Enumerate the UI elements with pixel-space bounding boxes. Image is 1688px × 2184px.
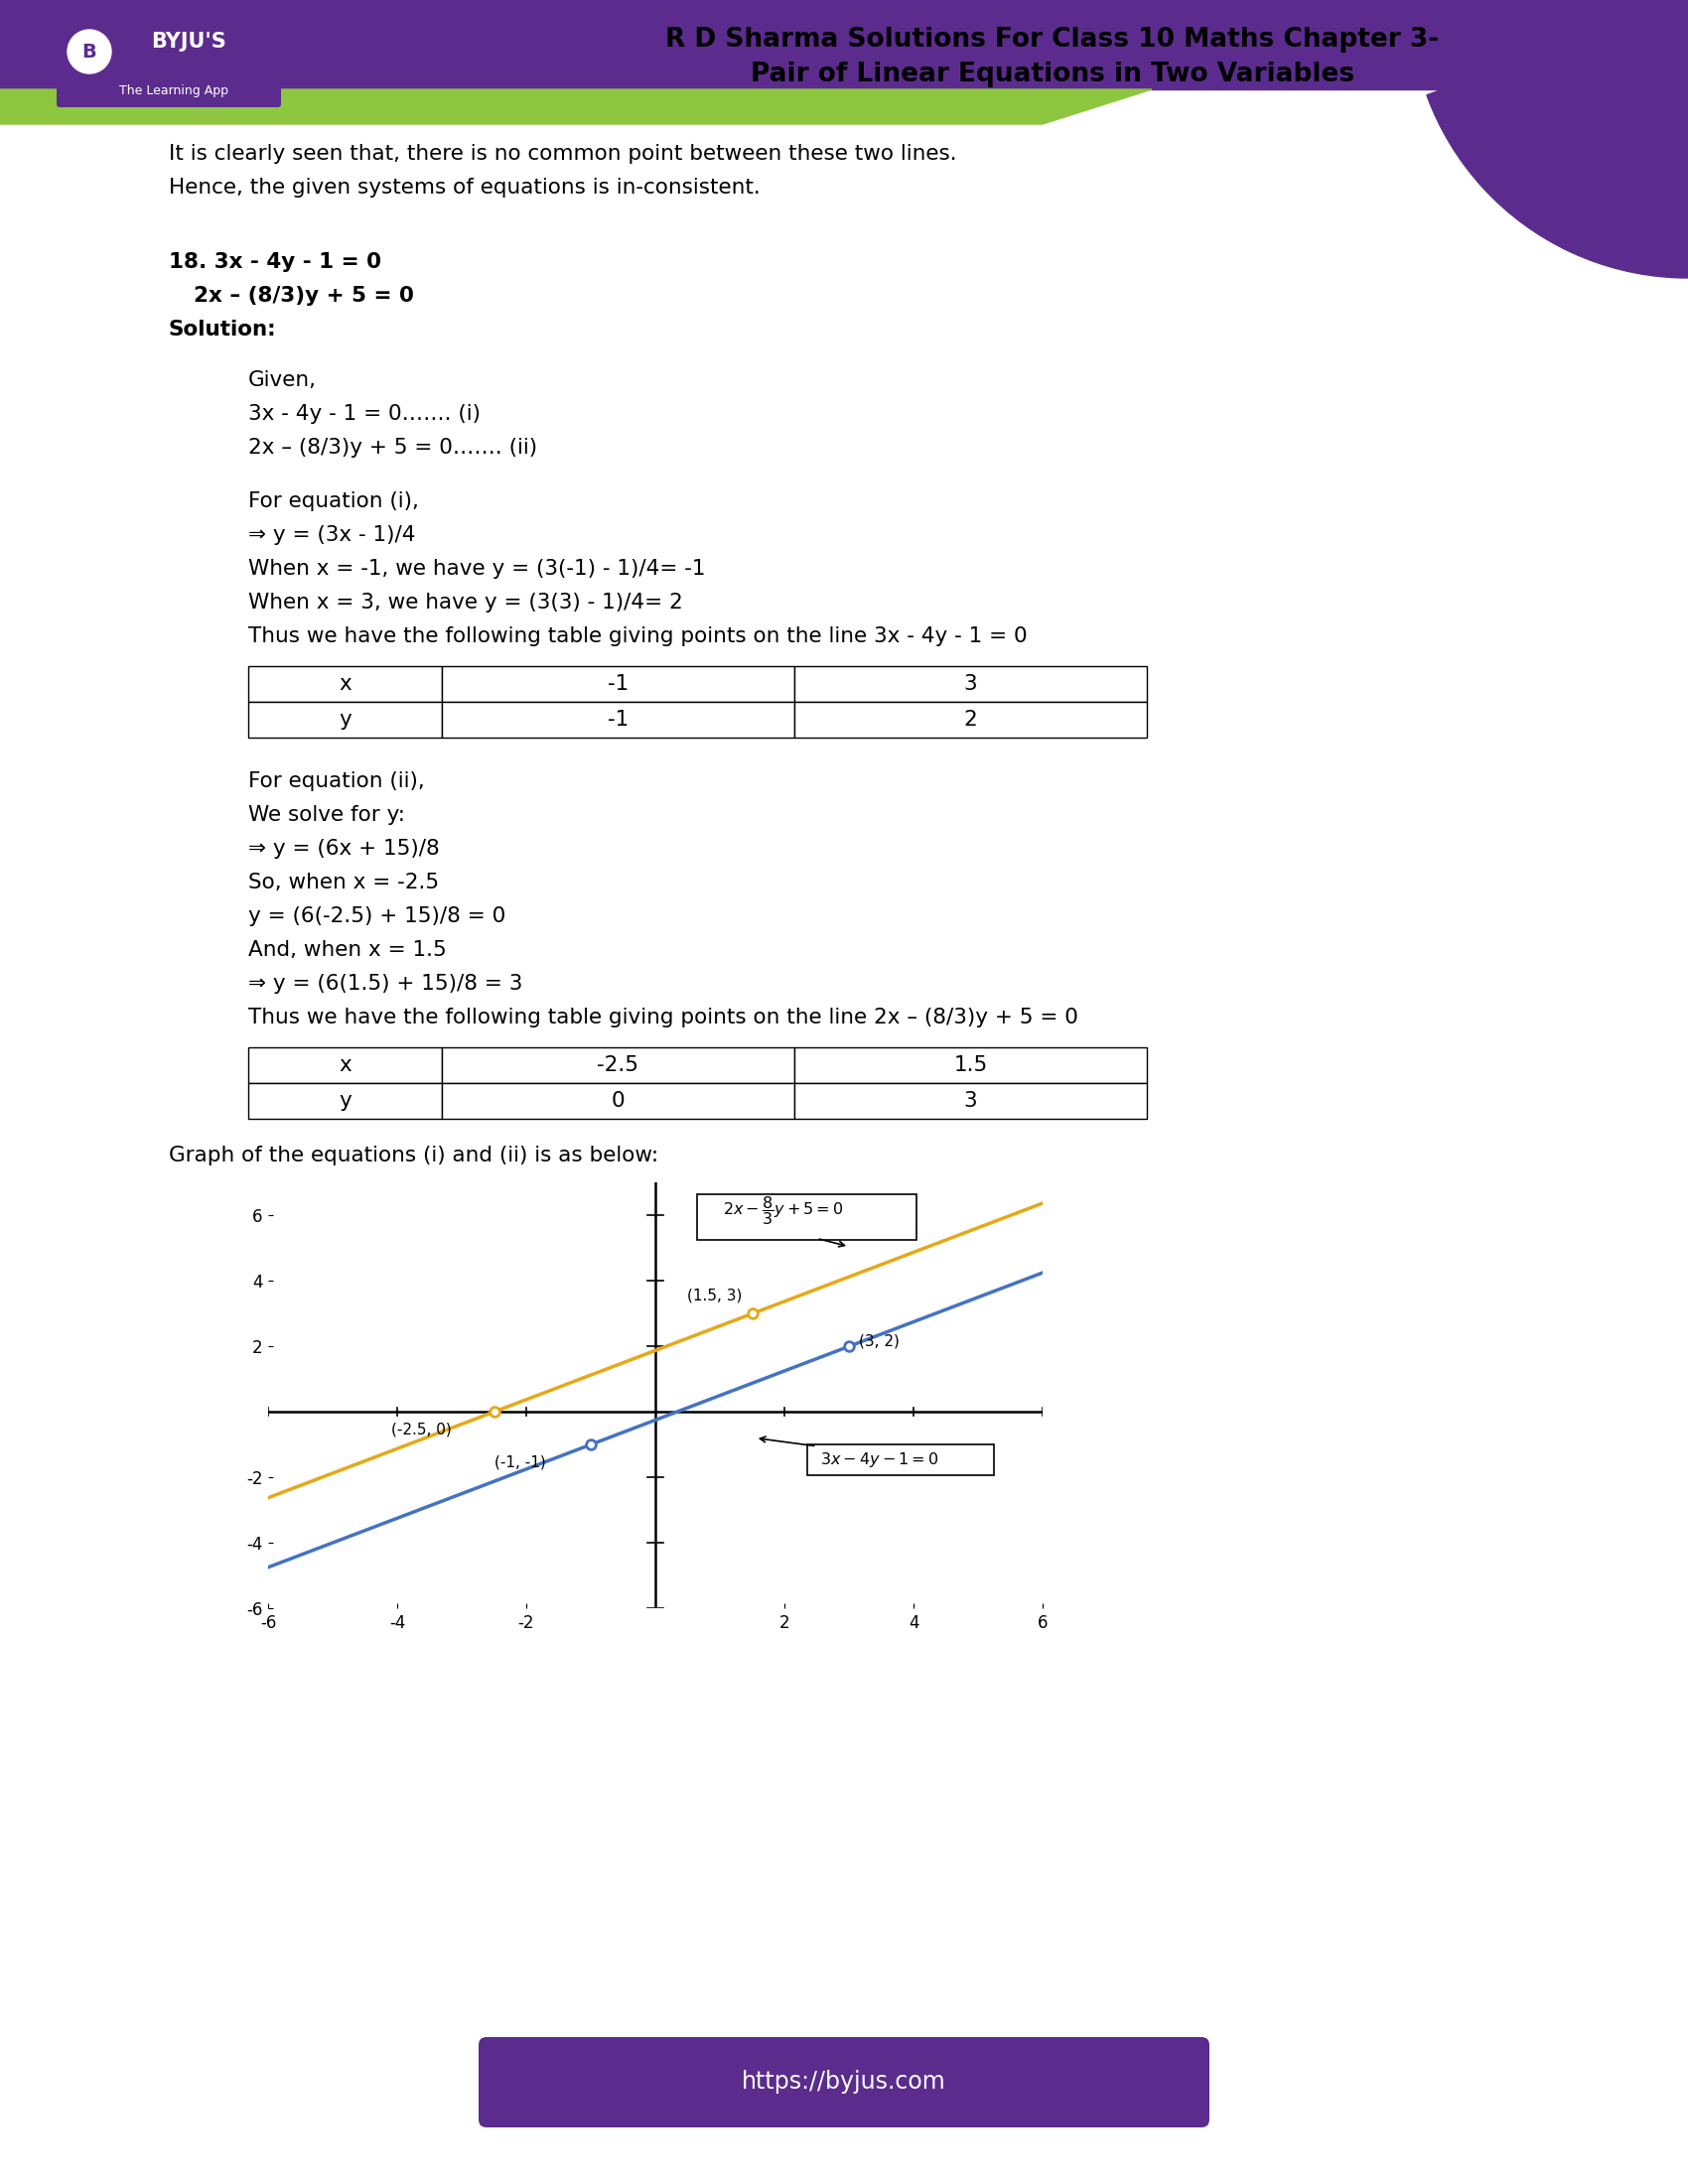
FancyBboxPatch shape (57, 2, 280, 107)
Text: -1: -1 (608, 710, 628, 729)
FancyBboxPatch shape (697, 1195, 917, 1241)
Text: We solve for y:: We solve for y: (248, 806, 405, 826)
Text: 3: 3 (964, 675, 977, 695)
Text: 1.5: 1.5 (954, 1055, 987, 1075)
Text: x: x (339, 675, 351, 695)
Text: R D Sharma Solutions For Class 10 Maths Chapter 3-: R D Sharma Solutions For Class 10 Maths … (665, 26, 1440, 52)
Bar (442, 1083, 795, 1118)
Circle shape (68, 31, 111, 74)
Text: y: y (339, 710, 351, 729)
Text: So, when x = -2.5: So, when x = -2.5 (248, 874, 439, 893)
Text: 18. 3x - 4y - 1 = 0: 18. 3x - 4y - 1 = 0 (169, 251, 381, 271)
Text: $3x - 4y - 1 = 0$: $3x - 4y - 1 = 0$ (820, 1450, 939, 1470)
Bar (442, 1048, 795, 1083)
Text: 3x - 4y - 1 = 0……. (i): 3x - 4y - 1 = 0……. (i) (248, 404, 481, 424)
Text: 2: 2 (964, 710, 977, 729)
Text: Thus we have the following table giving points on the line 2x – (8/3)y + 5 = 0: Thus we have the following table giving … (248, 1007, 1079, 1029)
Bar (0, 0, 1688, 90)
Text: ⇒ y = (6(1.5) + 15)/8 = 3: ⇒ y = (6(1.5) + 15)/8 = 3 (248, 974, 523, 994)
Bar (795, 1048, 1146, 1083)
Text: y = (6(-2.5) + 15)/8 = 0: y = (6(-2.5) + 15)/8 = 0 (248, 906, 506, 926)
FancyBboxPatch shape (807, 1444, 994, 1476)
Text: 0: 0 (611, 1092, 625, 1112)
Bar (795, 701, 1146, 738)
Bar (248, 666, 442, 701)
Bar (248, 701, 442, 738)
Text: When x = 3, we have y = (3(3) - 1)/4= 2: When x = 3, we have y = (3(3) - 1)/4= 2 (248, 592, 684, 614)
Text: For equation (i),: For equation (i), (248, 491, 419, 511)
Text: ⇒ y = (6x + 15)/8: ⇒ y = (6x + 15)/8 (248, 839, 439, 858)
Text: BYJU'S: BYJU'S (150, 33, 226, 52)
Text: For equation (ii),: For equation (ii), (248, 771, 425, 791)
Bar (795, 1083, 1146, 1118)
Wedge shape (1426, 0, 1688, 277)
Text: https://byjus.com: https://byjus.com (741, 2070, 947, 2094)
FancyBboxPatch shape (479, 2038, 1209, 2127)
Text: 3: 3 (964, 1092, 977, 1112)
Bar (248, 1048, 442, 1083)
Bar (795, 666, 1146, 701)
Text: (1.5, 3): (1.5, 3) (687, 1289, 743, 1304)
Text: 2x – (8/3)y + 5 = 0……. (ii): 2x – (8/3)y + 5 = 0……. (ii) (248, 437, 537, 456)
Text: It is clearly seen that, there is no common point between these two lines.: It is clearly seen that, there is no com… (169, 144, 957, 164)
Text: 2x – (8/3)y + 5 = 0: 2x – (8/3)y + 5 = 0 (194, 286, 414, 306)
Bar (248, 1083, 442, 1118)
Text: Hence, the given systems of equations is in-consistent.: Hence, the given systems of equations is… (169, 177, 760, 197)
Text: $2x - \dfrac{8}{3}y + 5 = 0$: $2x - \dfrac{8}{3}y + 5 = 0$ (722, 1195, 844, 1227)
Text: (-1, -1): (-1, -1) (495, 1455, 545, 1470)
Text: (-2.5, 0): (-2.5, 0) (390, 1422, 451, 1437)
Text: B: B (83, 41, 96, 61)
Text: -1: -1 (608, 675, 628, 695)
Polygon shape (0, 90, 1151, 124)
Text: When x = -1, we have y = (3(-1) - 1)/4= -1: When x = -1, we have y = (3(-1) - 1)/4= … (248, 559, 706, 579)
Text: x: x (339, 1055, 351, 1075)
Text: And, when x = 1.5: And, when x = 1.5 (248, 941, 447, 961)
Bar (442, 701, 795, 738)
Text: Solution:: Solution: (169, 319, 277, 339)
Bar (442, 666, 795, 701)
Text: Given,: Given, (248, 369, 317, 391)
Text: ⇒ y = (3x - 1)/4: ⇒ y = (3x - 1)/4 (248, 526, 415, 546)
Text: Graph of the equations (i) and (ii) is as below:: Graph of the equations (i) and (ii) is a… (169, 1147, 658, 1166)
Text: y: y (339, 1092, 351, 1112)
Text: Thus we have the following table giving points on the line 3x - 4y - 1 = 0: Thus we have the following table giving … (248, 627, 1028, 646)
Text: The Learning App: The Learning App (120, 85, 228, 98)
Text: -2.5: -2.5 (598, 1055, 640, 1075)
Text: Pair of Linear Equations in Two Variables: Pair of Linear Equations in Two Variable… (751, 61, 1354, 87)
Text: (3, 2): (3, 2) (859, 1334, 900, 1350)
